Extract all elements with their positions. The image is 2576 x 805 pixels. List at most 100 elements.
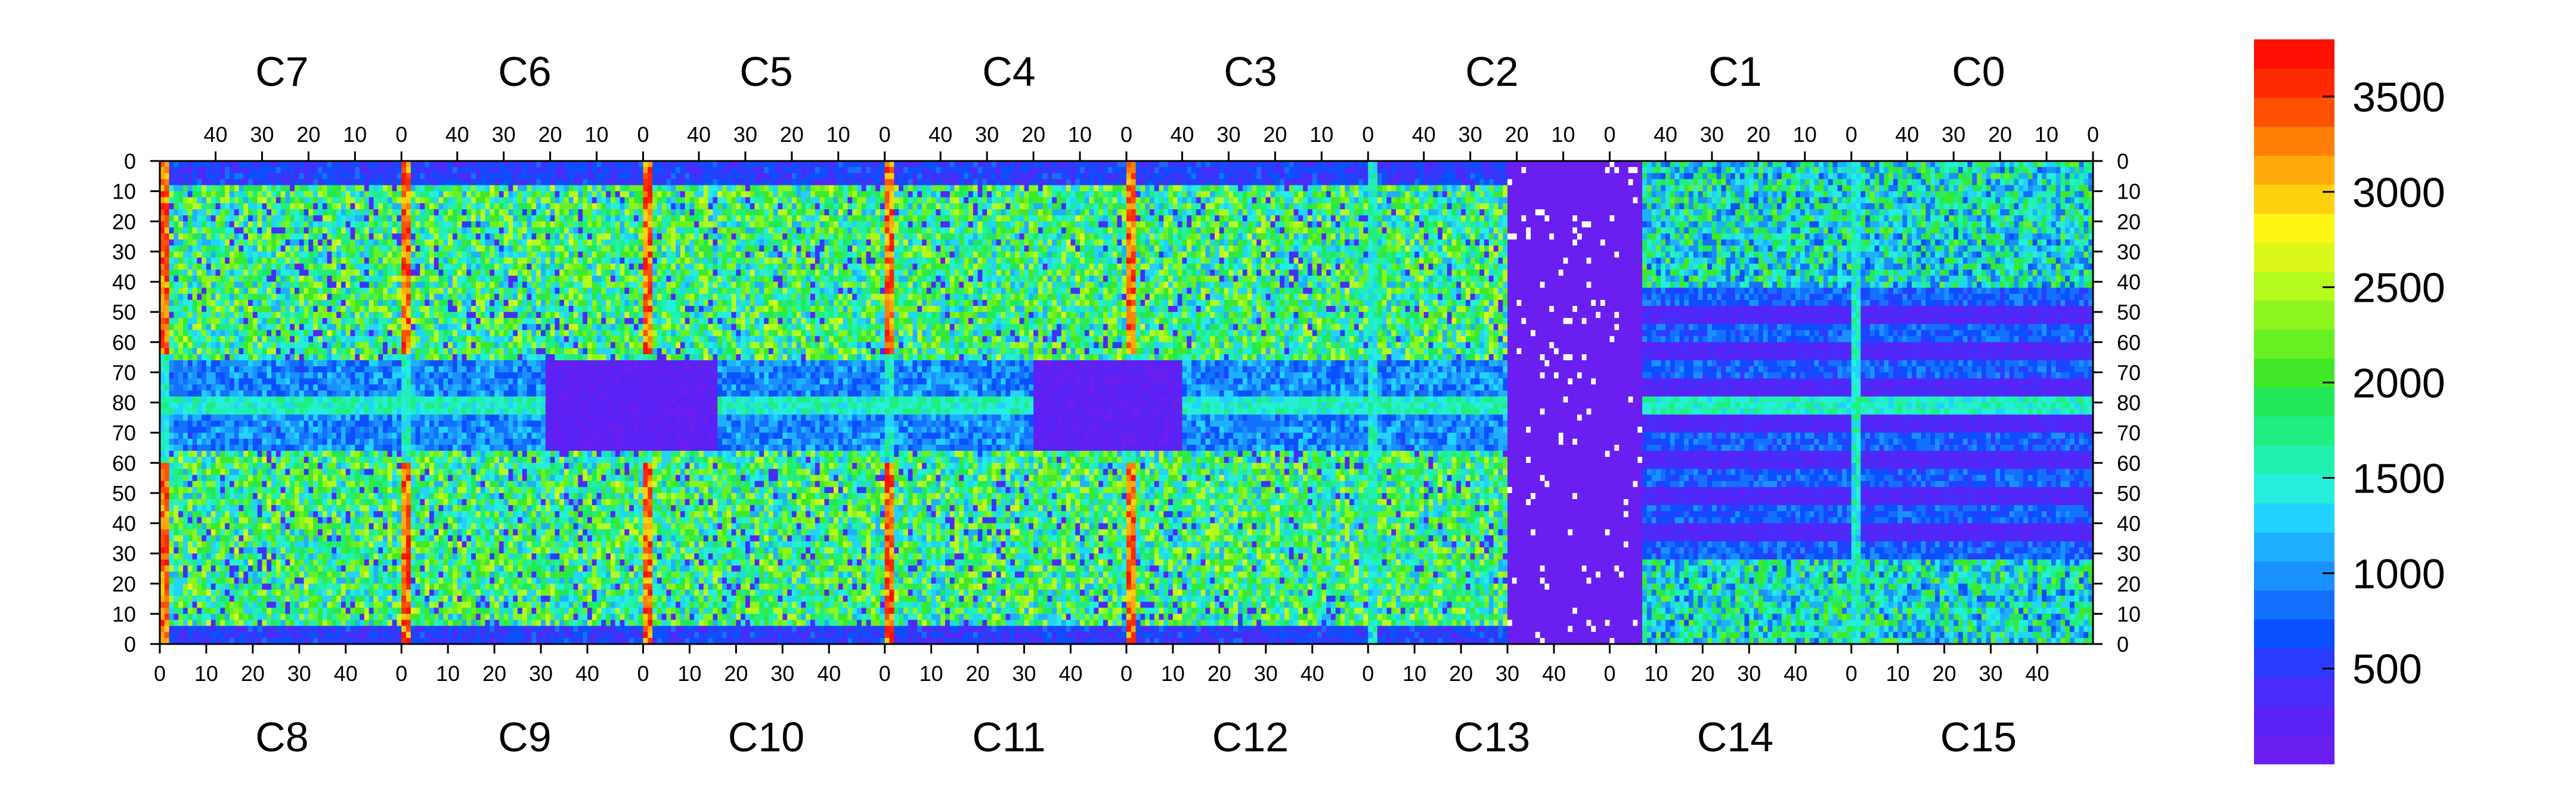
- heat-cell: [1335, 191, 1341, 198]
- heat-cell: [1930, 227, 1936, 234]
- heat-cell: [1809, 203, 1815, 210]
- heat-cell: [903, 197, 909, 204]
- heat-cell: [1819, 191, 1824, 198]
- heat-cell: [197, 191, 202, 198]
- heat-cell: [2042, 191, 2047, 198]
- heat-cell: [267, 227, 272, 234]
- heat-cell: [1572, 209, 1578, 216]
- heat-cell: [410, 203, 416, 210]
- heat-cell: [1721, 203, 1726, 210]
- heat-cell: [1131, 197, 1137, 204]
- heat-cell: [1196, 179, 1202, 186]
- heat-cell: [568, 221, 574, 228]
- heat-cell: [1098, 215, 1104, 222]
- heat-cell: [2088, 191, 2094, 198]
- heat-cell: [1103, 185, 1109, 192]
- heat-cell: [503, 203, 509, 210]
- heat-cell: [229, 221, 235, 228]
- heat-cell: [1326, 227, 1332, 234]
- heat-cell: [1679, 221, 1685, 228]
- heat-cell: [1953, 203, 1959, 210]
- heat-cell: [1159, 215, 1164, 222]
- heat-cell: [1094, 215, 1099, 222]
- heat-cell: [1358, 215, 1364, 222]
- heat-cell: [229, 209, 235, 216]
- heat-cell: [1456, 185, 1462, 192]
- heat-cell: [480, 209, 486, 216]
- heat-cell: [1990, 179, 1996, 186]
- heat-cell: [527, 203, 532, 210]
- heat-cell: [1553, 179, 1559, 186]
- heat-cell: [815, 185, 821, 192]
- heat-cell: [1642, 203, 1648, 210]
- heat-cell: [1670, 185, 1676, 192]
- heat-cell: [178, 191, 184, 198]
- heat-cell: [620, 197, 625, 204]
- heat-cell: [1145, 203, 1150, 210]
- heat-cell: [968, 179, 974, 186]
- heat-cell: [940, 191, 946, 198]
- heat-cell: [1038, 191, 1044, 198]
- heat-cell: [271, 185, 277, 192]
- heat-cell: [1423, 197, 1429, 204]
- heat-cell: [1042, 173, 1048, 179]
- heat-cell: [1033, 179, 1039, 186]
- heat-cell: [262, 179, 267, 186]
- heat-cell: [764, 221, 769, 228]
- heat-cell: [1665, 221, 1671, 228]
- heat-cell: [197, 197, 202, 204]
- heat-cell: [1846, 179, 1852, 186]
- heat-cell: [1535, 203, 1541, 210]
- heat-cell: [1438, 179, 1443, 186]
- heat-cell: [1949, 161, 1954, 168]
- heat-cell: [1029, 215, 1034, 222]
- heat-cell: [2023, 185, 2029, 192]
- heat-cell: [1145, 215, 1150, 222]
- heat-cell: [643, 161, 648, 168]
- heat-cell: [2074, 179, 2080, 186]
- heat-cell: [313, 209, 318, 216]
- heat-cell: [1224, 185, 1230, 192]
- heat-cell: [1168, 197, 1174, 204]
- heat-cell: [671, 203, 676, 210]
- heat-cell: [1670, 167, 1676, 174]
- heat-cell: [1461, 203, 1466, 210]
- heat-cell: [1358, 197, 1364, 204]
- heat-cell: [1860, 167, 1866, 174]
- heat-cell: [680, 185, 686, 192]
- heat-cell: [1238, 173, 1243, 179]
- heat-cell: [773, 179, 779, 186]
- heat-cell: [1944, 221, 1950, 228]
- heat-cell: [824, 179, 829, 186]
- chip-label-top-0: C7: [255, 48, 308, 95]
- heat-cell: [462, 161, 467, 168]
- heat-cell: [1642, 197, 1648, 204]
- heat-cell: [1363, 215, 1368, 222]
- heat-cell: [676, 221, 681, 228]
- heat-cell: [401, 185, 407, 192]
- heat-cell: [1698, 203, 1703, 210]
- heat-cell: [791, 191, 797, 198]
- heat-cell: [350, 167, 355, 174]
- chip-label-bottom-0: C8: [255, 714, 308, 760]
- heat-cell: [722, 167, 727, 174]
- heat-cell: [1749, 221, 1754, 228]
- heat-cell: [1423, 209, 1429, 216]
- heat-cell: [1001, 179, 1006, 186]
- heat-cell: [1117, 197, 1122, 204]
- heat-cell: [1084, 179, 1090, 186]
- heat-cell: [1451, 167, 1457, 174]
- heat-cell: [1461, 161, 1466, 168]
- heat-cell: [1182, 191, 1187, 198]
- heat-cell: [1777, 173, 1782, 179]
- heat-cell: [1786, 161, 1792, 168]
- heat-cell: [1084, 203, 1090, 210]
- heat-cell: [1172, 209, 1178, 216]
- heat-cell: [834, 167, 839, 174]
- heat-cell: [1809, 191, 1815, 198]
- heat-cell: [843, 209, 848, 216]
- heat-cell: [1674, 209, 1680, 216]
- heat-cell: [1382, 161, 1388, 168]
- heat-cell: [661, 167, 667, 174]
- heat-cell: [1252, 227, 1257, 234]
